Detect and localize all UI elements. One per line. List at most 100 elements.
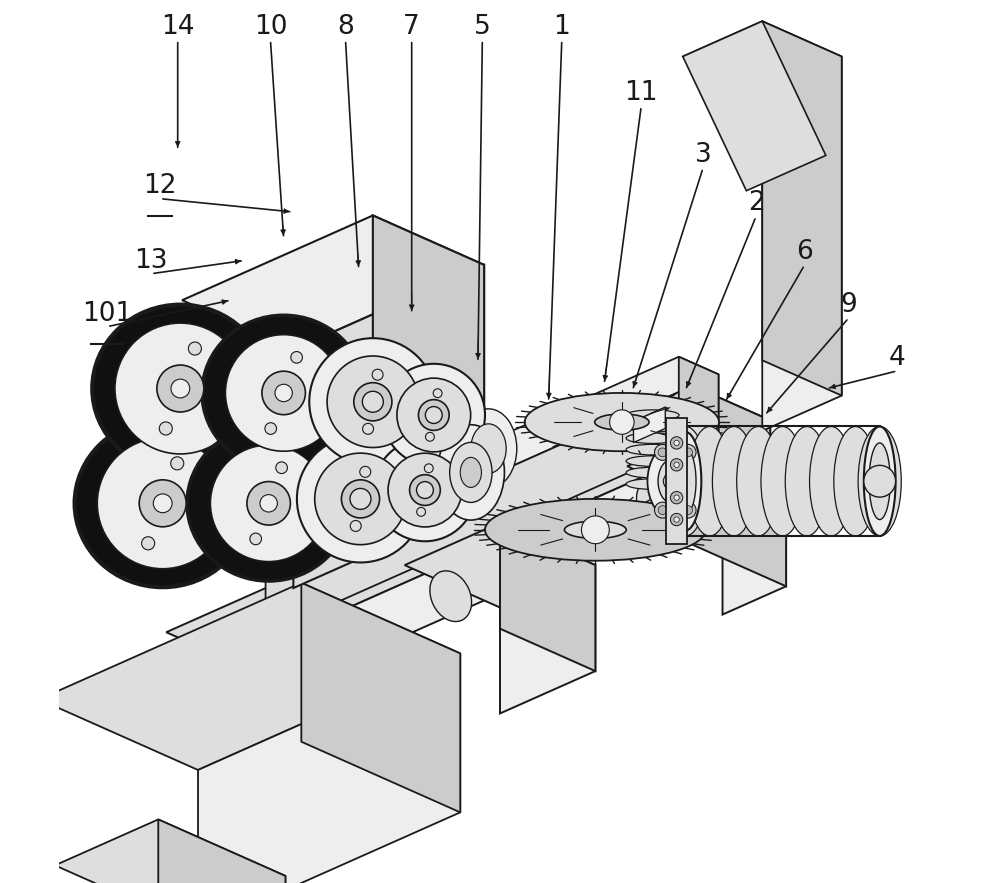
Circle shape: [674, 495, 679, 501]
Ellipse shape: [626, 410, 679, 420]
Ellipse shape: [737, 426, 780, 536]
Ellipse shape: [383, 364, 485, 466]
Ellipse shape: [626, 479, 679, 489]
Ellipse shape: [362, 391, 383, 412]
Ellipse shape: [225, 335, 342, 451]
Text: 101: 101: [82, 301, 132, 327]
Text: 9: 9: [840, 292, 857, 318]
Circle shape: [663, 472, 681, 490]
Ellipse shape: [564, 521, 626, 539]
Polygon shape: [301, 583, 460, 812]
Ellipse shape: [626, 456, 679, 466]
Polygon shape: [230, 420, 770, 713]
Ellipse shape: [485, 499, 706, 561]
Ellipse shape: [688, 426, 731, 536]
Polygon shape: [672, 434, 714, 452]
Polygon shape: [683, 21, 826, 191]
Text: 5: 5: [474, 14, 491, 40]
Polygon shape: [158, 358, 273, 534]
Polygon shape: [198, 653, 460, 883]
Polygon shape: [293, 265, 484, 588]
Ellipse shape: [647, 444, 697, 518]
Polygon shape: [166, 392, 770, 660]
Circle shape: [186, 396, 215, 425]
Text: 2: 2: [748, 191, 764, 216]
Text: 13: 13: [134, 248, 168, 274]
Polygon shape: [672, 434, 678, 528]
Ellipse shape: [309, 338, 436, 465]
Circle shape: [680, 502, 696, 518]
Text: 4: 4: [889, 345, 906, 371]
Text: 8: 8: [337, 14, 354, 40]
Ellipse shape: [425, 406, 442, 424]
Ellipse shape: [416, 481, 433, 499]
Circle shape: [276, 462, 287, 473]
Ellipse shape: [664, 426, 707, 536]
Polygon shape: [723, 480, 786, 615]
Ellipse shape: [115, 323, 246, 454]
Ellipse shape: [810, 426, 853, 536]
Ellipse shape: [97, 438, 228, 569]
Ellipse shape: [864, 426, 896, 536]
Circle shape: [350, 520, 361, 532]
Circle shape: [670, 458, 683, 471]
Polygon shape: [762, 21, 842, 396]
Ellipse shape: [761, 426, 804, 536]
Ellipse shape: [350, 488, 371, 509]
Polygon shape: [634, 407, 665, 442]
Circle shape: [363, 423, 374, 434]
Ellipse shape: [315, 453, 406, 545]
Ellipse shape: [397, 378, 471, 452]
Ellipse shape: [675, 449, 696, 514]
Ellipse shape: [595, 414, 649, 430]
Circle shape: [159, 422, 172, 435]
Circle shape: [188, 342, 201, 355]
Circle shape: [360, 466, 371, 478]
Ellipse shape: [712, 426, 756, 536]
Circle shape: [275, 384, 292, 402]
Polygon shape: [627, 438, 786, 509]
Ellipse shape: [785, 426, 828, 536]
Ellipse shape: [626, 433, 679, 443]
Ellipse shape: [834, 426, 877, 536]
Ellipse shape: [460, 457, 481, 487]
Ellipse shape: [636, 479, 678, 530]
Polygon shape: [182, 215, 484, 350]
Text: 12: 12: [143, 173, 177, 199]
Circle shape: [297, 416, 318, 437]
Ellipse shape: [670, 432, 701, 531]
Circle shape: [250, 533, 262, 545]
Polygon shape: [634, 407, 668, 423]
Circle shape: [260, 494, 277, 512]
Ellipse shape: [858, 426, 901, 536]
Ellipse shape: [450, 442, 492, 502]
Circle shape: [171, 457, 184, 470]
Polygon shape: [226, 357, 719, 576]
Ellipse shape: [210, 445, 327, 562]
Polygon shape: [500, 565, 595, 713]
Circle shape: [670, 513, 683, 525]
Ellipse shape: [202, 315, 365, 471]
Polygon shape: [683, 21, 842, 92]
Polygon shape: [405, 523, 595, 608]
Circle shape: [674, 517, 679, 522]
Polygon shape: [666, 419, 687, 544]
Circle shape: [372, 369, 383, 381]
Ellipse shape: [437, 425, 504, 520]
Ellipse shape: [247, 481, 290, 525]
Polygon shape: [691, 438, 786, 586]
Polygon shape: [707, 392, 770, 473]
Ellipse shape: [262, 371, 305, 415]
Text: 3: 3: [695, 142, 711, 168]
Polygon shape: [762, 57, 842, 431]
Ellipse shape: [626, 467, 679, 478]
Circle shape: [433, 389, 442, 397]
Ellipse shape: [430, 570, 472, 622]
Text: 10: 10: [254, 14, 287, 40]
Circle shape: [171, 379, 190, 398]
Ellipse shape: [354, 382, 392, 421]
Ellipse shape: [341, 479, 380, 518]
Circle shape: [670, 492, 683, 504]
Circle shape: [680, 444, 696, 460]
Ellipse shape: [471, 424, 506, 473]
